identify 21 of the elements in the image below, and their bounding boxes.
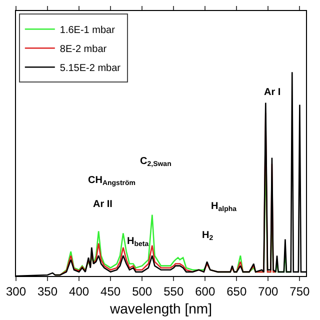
legend-label: 1.6E-1 mbar xyxy=(60,25,116,36)
x-tick-label: 550 xyxy=(164,284,184,298)
x-tick-label: 350 xyxy=(38,284,58,298)
legend-label: 8E-2 mbar xyxy=(60,44,108,56)
annotation: Ar II xyxy=(93,199,113,210)
annotation: CH$_{Angström}$ xyxy=(88,175,136,188)
x-tick-label: 700 xyxy=(258,284,278,298)
x-axis-title: wavelength [nm] xyxy=(109,300,212,317)
x-tick-label: 400 xyxy=(69,284,90,298)
annotation: C$_{2,Swan}$ xyxy=(140,156,172,168)
legend-label: 5.15E-2 mbar xyxy=(60,63,122,74)
x-tick-label: 600 xyxy=(195,284,216,298)
x-tick-label: 650 xyxy=(226,284,247,298)
x-tick-label: 300 xyxy=(6,284,26,298)
annotation: Ar I xyxy=(264,87,281,98)
x-tick-label: 500 xyxy=(132,284,152,298)
annotation: H$_{alpha}$ xyxy=(211,201,237,214)
x-tick-label: 750 xyxy=(290,284,310,298)
x-tick-label: 450 xyxy=(100,284,121,298)
annotation: H$_{beta}$ xyxy=(127,236,149,248)
annotation: H$_{2}$ xyxy=(202,230,214,242)
